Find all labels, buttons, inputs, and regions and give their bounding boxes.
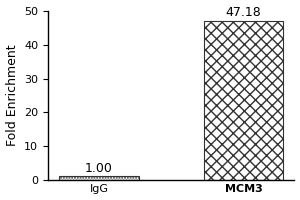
- Bar: [59, 176, 139, 180]
- Text: 1.00: 1.00: [85, 162, 113, 175]
- Bar: [204, 21, 283, 180]
- Text: 47.18: 47.18: [226, 6, 261, 19]
- Y-axis label: Fold Enrichment: Fold Enrichment: [6, 45, 19, 146]
